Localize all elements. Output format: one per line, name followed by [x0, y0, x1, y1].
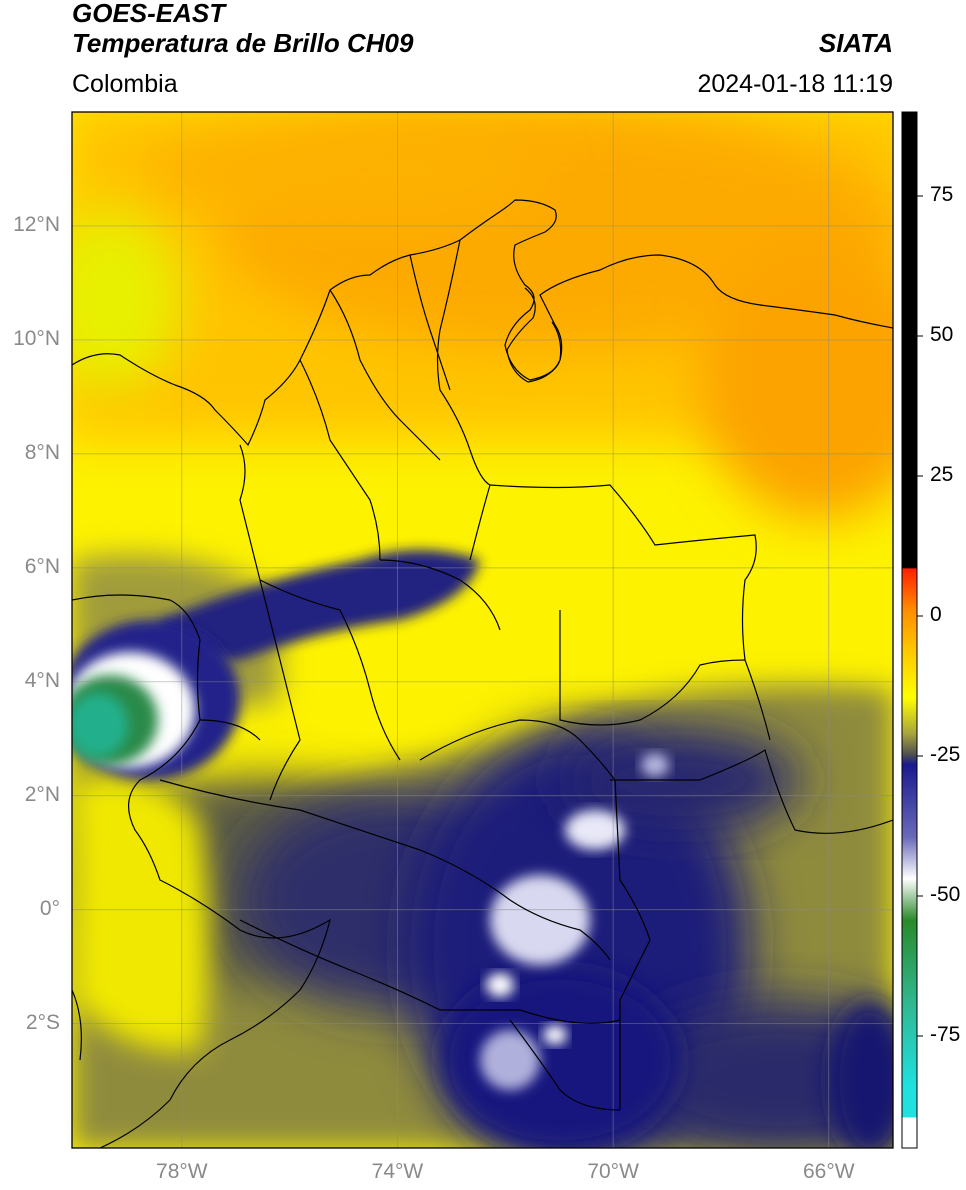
colorbar-tick-label: 25	[930, 463, 954, 486]
lat-tick-label: 12°N	[13, 212, 60, 236]
lat-tick-label: 0°	[39, 896, 60, 920]
lat-tick-label: 4°N	[24, 668, 60, 692]
lon-tick-label: 74°W	[371, 1160, 424, 1183]
colorbar-tick-label: -50	[930, 883, 961, 906]
colorbar-tick-label: -75	[930, 1023, 961, 1046]
colorbar-ticks	[917, 195, 923, 1037]
colorbar-tick-label: -25	[930, 743, 961, 766]
lat-tick-label: 10°N	[13, 326, 60, 350]
colorbar-tick-label: 75	[930, 183, 954, 206]
lat-tick-label: 8°N	[24, 440, 60, 464]
lat-tick-label: 2°S	[25, 1010, 60, 1034]
coastlines-borders	[72, 199, 893, 1148]
brightness-temperature-field	[72, 112, 893, 1148]
brand-label: SIATA	[818, 28, 893, 58]
colorbar-tick-label: 50	[930, 323, 954, 346]
colorbar	[901, 111, 918, 1149]
lon-tick-label: 66°W	[802, 1160, 855, 1183]
lon-tick-label: 70°W	[587, 1160, 639, 1183]
lon-tick-label: 78°W	[156, 1160, 208, 1183]
title-product: Temperatura de Brillo CH09	[72, 28, 414, 58]
region-label: Colombia	[72, 70, 178, 98]
colorbar-tick-label: 0	[930, 603, 942, 626]
lat-tick-label: 6°N	[24, 554, 60, 578]
map-frame	[71, 111, 894, 1149]
datetime-label: 2024-01-18 11:19	[697, 70, 893, 98]
title-satellite: GOES-EAST	[72, 0, 226, 28]
gridlines	[72, 112, 893, 1148]
lat-tick-label: 2°N	[24, 782, 60, 806]
